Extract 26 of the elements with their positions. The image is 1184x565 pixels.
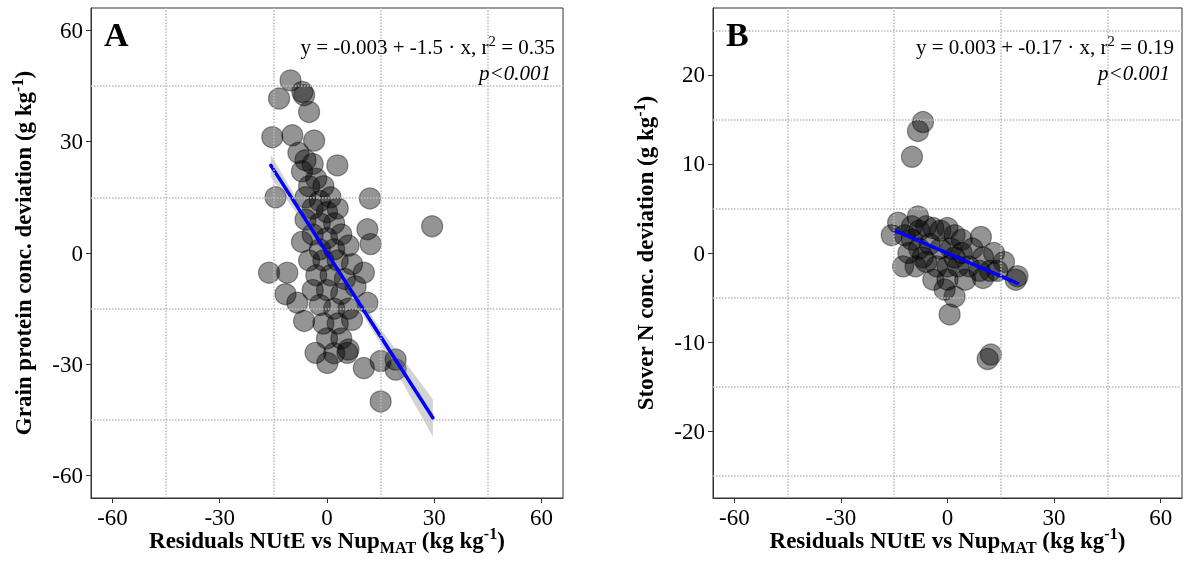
annotation: p<0.001: [477, 60, 551, 86]
y-tick-label: -30: [52, 351, 83, 377]
y-tick-label: -60: [52, 463, 83, 489]
chart-title: B: [726, 15, 749, 53]
y-tick-label: 10: [682, 151, 705, 177]
chart-title: A: [104, 15, 129, 53]
x-tick-label: -60: [97, 505, 128, 530]
x-tick-label: 60: [530, 505, 554, 530]
y-tick-label: -20: [674, 418, 705, 444]
y-tick-label: 0: [71, 240, 83, 266]
y-tick-label: 0: [693, 240, 705, 266]
point: [936, 268, 959, 291]
y-tick-label: -10: [674, 329, 705, 355]
annotation: y = -0.003 + -1.5 · x, r$^{2}$ = 0.35: [300, 32, 555, 60]
point: [954, 268, 977, 291]
annotation: y = 0.003 + -0.17 · x, r$^{2}$ = 0.19: [915, 32, 1174, 60]
point: [938, 303, 961, 326]
point: [900, 145, 924, 168]
point: [976, 347, 999, 371]
point: [906, 119, 930, 143]
y-tick-label: 20: [682, 62, 705, 88]
y-tick-label: 30: [60, 129, 83, 155]
x-tick-label: 60: [1149, 505, 1173, 530]
x-tick-label: -60: [718, 505, 750, 530]
annotation: p<0.001: [1096, 60, 1170, 86]
y-tick-label: 60: [60, 17, 83, 43]
